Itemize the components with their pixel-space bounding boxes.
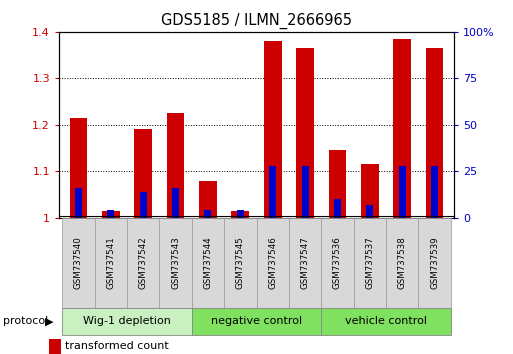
Text: GSM737545: GSM737545 <box>236 236 245 289</box>
Text: GSM737540: GSM737540 <box>74 236 83 289</box>
Text: GSM737539: GSM737539 <box>430 236 439 289</box>
Bar <box>334 199 341 218</box>
Bar <box>386 218 419 308</box>
Bar <box>107 210 114 218</box>
Text: GSM737541: GSM737541 <box>106 236 115 289</box>
Bar <box>321 308 451 335</box>
Bar <box>399 166 406 218</box>
Bar <box>321 218 353 308</box>
Bar <box>192 218 224 308</box>
Bar <box>204 210 211 218</box>
Bar <box>419 218 451 308</box>
Bar <box>192 308 321 335</box>
Text: protocol: protocol <box>3 316 48 326</box>
Bar <box>393 39 411 218</box>
Bar <box>302 166 309 218</box>
Bar <box>102 211 120 218</box>
Text: vehicle control: vehicle control <box>345 316 427 326</box>
Text: transformed count: transformed count <box>65 341 169 352</box>
Bar <box>353 218 386 308</box>
Bar <box>361 164 379 218</box>
Text: negative control: negative control <box>211 316 302 326</box>
Bar <box>167 113 185 218</box>
Bar <box>328 150 346 218</box>
Bar <box>296 48 314 218</box>
Title: GDS5185 / ILMN_2666965: GDS5185 / ILMN_2666965 <box>161 13 352 29</box>
Bar <box>199 181 217 218</box>
Bar <box>160 218 192 308</box>
Text: GSM737547: GSM737547 <box>301 236 309 289</box>
Text: ▶: ▶ <box>45 316 54 326</box>
Bar <box>75 188 82 218</box>
Bar <box>134 130 152 218</box>
Text: GSM737542: GSM737542 <box>139 236 148 289</box>
Bar <box>231 211 249 218</box>
Bar <box>62 218 94 308</box>
Bar <box>94 218 127 308</box>
Bar <box>264 41 282 218</box>
Bar <box>426 48 443 218</box>
Bar <box>431 166 438 218</box>
Bar <box>366 205 373 218</box>
Text: GSM737537: GSM737537 <box>365 236 374 289</box>
Bar <box>269 166 276 218</box>
Bar <box>172 188 179 218</box>
Bar <box>289 218 321 308</box>
Bar <box>140 192 147 218</box>
Bar <box>70 118 87 218</box>
Bar <box>127 218 160 308</box>
Bar <box>256 218 289 308</box>
Bar <box>236 210 244 218</box>
Bar <box>62 308 192 335</box>
Bar <box>49 339 61 354</box>
Text: GSM737544: GSM737544 <box>204 236 212 289</box>
Text: GSM737536: GSM737536 <box>333 236 342 289</box>
Bar <box>224 218 256 308</box>
Text: GSM737543: GSM737543 <box>171 236 180 289</box>
Text: Wig-1 depletion: Wig-1 depletion <box>83 316 171 326</box>
Text: GSM737546: GSM737546 <box>268 236 277 289</box>
Text: GSM737538: GSM737538 <box>398 236 407 289</box>
